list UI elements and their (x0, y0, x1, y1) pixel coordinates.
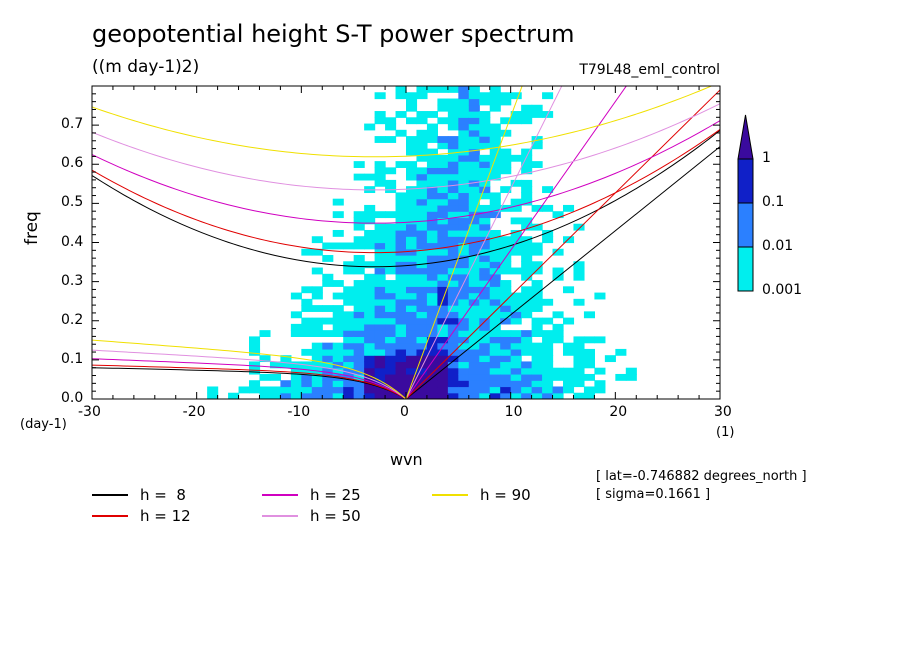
latitude-info: [ lat=-0.746882 degrees_north ] (596, 469, 807, 484)
y-tick-label: 0.6 (61, 155, 84, 172)
y-tick-label: 0.0 (61, 390, 84, 406)
y-tick-label: 0.5 (61, 194, 84, 211)
sigma-info: [ sigma=0.1661 ] (596, 487, 711, 502)
curve-12-kelvin (405, 89, 720, 399)
legend-label: h = 12 (140, 507, 191, 525)
curve-90-inertia-gravity (92, 86, 713, 158)
x-tick-label: 30 (714, 404, 732, 420)
x-unit-label: (1) (716, 425, 735, 440)
legend-item: h = 25 (262, 486, 422, 504)
curve-90-kelvin (405, 86, 523, 399)
curve-8-inertia-gravity (92, 130, 720, 268)
colorbar-label: 0.001 (762, 282, 803, 298)
x-tick-label: 0 (400, 404, 409, 420)
units-label: ((m day-1)2) (92, 57, 200, 77)
y-tick-label: 0.3 (61, 272, 84, 289)
curve-8-kelvin (405, 146, 720, 399)
legend-swatch (432, 494, 468, 496)
curve-25-inertia-gravity (92, 120, 720, 224)
colorbar-label: 1 (762, 150, 771, 166)
power-field (207, 86, 637, 399)
run-name: T79L48_eml_control (579, 62, 720, 78)
colorbar-label: 0.01 (762, 238, 794, 254)
y-unit-label: (day-1) (20, 417, 67, 432)
x-tick-label: -20 (182, 404, 206, 420)
x-tick-label: -30 (78, 404, 101, 420)
legend-item: h = 90 (432, 486, 592, 504)
legend-label: h = 90 (480, 486, 531, 504)
legend-label: h = 25 (310, 486, 361, 504)
x-tick-label: -10 (287, 404, 311, 420)
legend-item: h = 50 (262, 507, 422, 525)
dispersion-curves (92, 86, 720, 399)
curve-12-rossby (92, 364, 407, 399)
legend-swatch (262, 515, 298, 517)
legend-swatch (262, 494, 298, 496)
curve-50-inertia-gravity (92, 103, 720, 191)
x-tick-label: 10 (504, 404, 523, 420)
colorbar-label: 0.1 (762, 194, 785, 210)
legend-swatch (92, 494, 128, 496)
curve-90-rossby (92, 339, 407, 399)
colorbar-segment (737, 202, 754, 248)
y-tick-label: 0.2 (61, 311, 84, 328)
curve-8-rossby (92, 367, 407, 399)
colorbar-segment (737, 246, 754, 292)
legend-label: h = 50 (310, 507, 361, 525)
curve-25-rossby (92, 358, 407, 399)
chart-title: geopotential height S-T power spectrum (92, 20, 575, 48)
x-tick-label: 20 (609, 404, 628, 420)
axis-ticks (91, 86, 721, 400)
colorbar-segment (737, 158, 754, 204)
legend-item: h = 12 (92, 507, 252, 525)
curve-50-rossby (92, 349, 407, 399)
y-tick-label: 0.4 (61, 233, 84, 250)
legend-item: h = 8 (92, 486, 252, 504)
legend-label: h = 8 (140, 486, 186, 504)
curve-25-kelvin (405, 86, 627, 399)
x-axis-label: wvn (390, 450, 423, 469)
legend-swatch (92, 515, 128, 517)
y-tick-label: 0.1 (61, 350, 84, 367)
colorbar-extend-arrow (737, 114, 754, 160)
curve-50-kelvin (405, 86, 563, 399)
y-tick-label: 0.7 (61, 116, 84, 133)
